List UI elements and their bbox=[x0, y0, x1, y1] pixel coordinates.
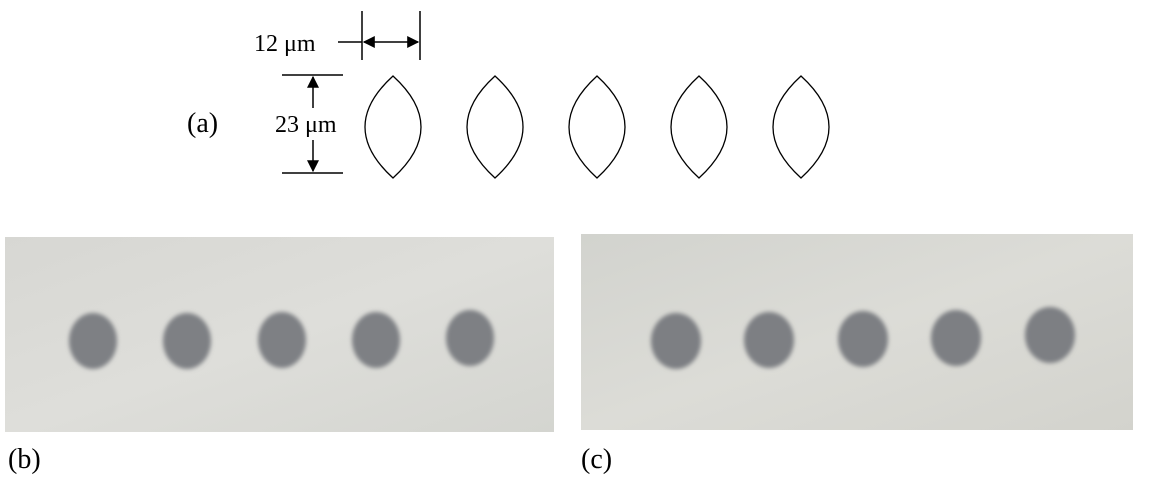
photo-b-image bbox=[5, 237, 554, 432]
printed-dot bbox=[931, 310, 981, 366]
panel-b-label: (b) bbox=[8, 444, 41, 475]
height-dimension-label: 23 μm bbox=[275, 112, 337, 138]
photo-c-image bbox=[581, 234, 1133, 430]
printed-dot bbox=[446, 310, 494, 366]
width-dimension-label: 12 μm bbox=[254, 31, 316, 57]
printed-dot bbox=[1025, 307, 1075, 363]
printed-dot bbox=[651, 313, 701, 369]
lens-shape-diagram bbox=[282, 11, 830, 179]
printed-dot bbox=[744, 312, 794, 368]
photo-panel-c bbox=[581, 234, 1133, 430]
printed-dot bbox=[258, 312, 306, 368]
printed-dot bbox=[838, 311, 888, 367]
height-dimension-line bbox=[282, 74, 343, 174]
panel-a-label: (a) bbox=[187, 108, 219, 139]
printed-dot bbox=[69, 313, 117, 369]
panel-c-label: (c) bbox=[581, 444, 613, 475]
width-dimension-line bbox=[338, 11, 421, 60]
lens-shape bbox=[364, 75, 422, 179]
printed-dot bbox=[163, 313, 211, 369]
lens-shape bbox=[466, 75, 524, 179]
lens-shape bbox=[568, 75, 626, 179]
lens-shape bbox=[670, 75, 728, 179]
printed-dot bbox=[352, 312, 400, 368]
photo-panel-b bbox=[5, 237, 554, 432]
lens-shape bbox=[772, 75, 830, 179]
